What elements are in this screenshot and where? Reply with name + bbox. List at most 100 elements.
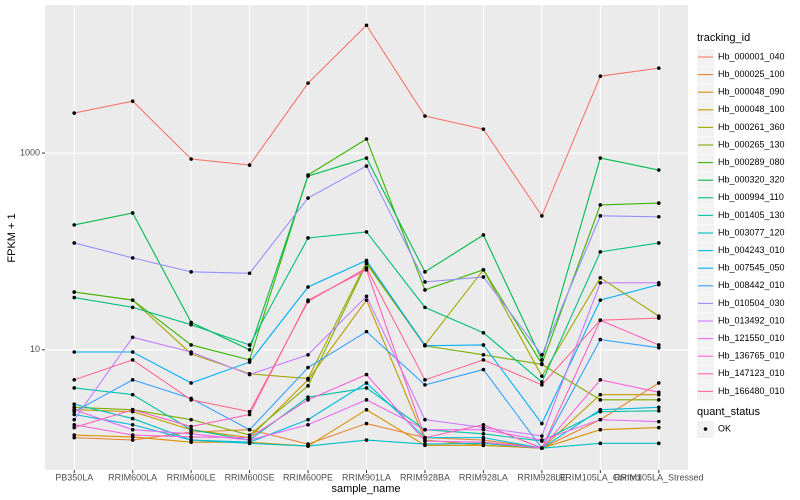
- data-point: [656, 241, 661, 245]
- legend-title: tracking_id: [697, 32, 750, 44]
- data-point: [540, 374, 544, 378]
- x-tick-label: RRIM600LA: [108, 472, 157, 482]
- data-point: [423, 435, 427, 440]
- data-point: [189, 435, 193, 439]
- data-point: [481, 352, 486, 357]
- data-point: [656, 214, 661, 219]
- data-point: [130, 99, 135, 103]
- data-point: [656, 280, 661, 285]
- legend-label: Hb_001405_130: [718, 210, 785, 220]
- data-point: [656, 316, 661, 320]
- data-point: [72, 433, 77, 437]
- data-point: [130, 305, 135, 310]
- data-point: [481, 233, 486, 237]
- data-point: [481, 127, 486, 131]
- data-point: [72, 402, 77, 406]
- y-axis-title: FPKM + 1: [6, 213, 18, 262]
- data-point: [130, 256, 135, 260]
- data-point: [364, 137, 369, 141]
- data-point: [247, 360, 252, 364]
- data-point: [364, 398, 369, 402]
- data-point: [656, 201, 661, 205]
- data-point: [130, 427, 135, 432]
- data-point: [598, 203, 603, 207]
- data-point: [247, 271, 252, 276]
- data-point: [481, 422, 486, 427]
- legend-label: Hb_000025_100: [718, 69, 785, 79]
- data-point: [189, 270, 193, 274]
- data-point: [247, 372, 252, 377]
- data-point: [72, 350, 77, 354]
- data-point: [72, 425, 77, 430]
- data-point: [598, 337, 603, 342]
- point-legend-label: OK: [718, 423, 731, 433]
- data-point: [656, 343, 661, 347]
- data-point: [364, 23, 369, 28]
- data-point: [598, 407, 603, 412]
- data-point: [247, 343, 252, 347]
- data-point: [540, 446, 544, 450]
- legend-label: Hb_000994_110: [718, 192, 784, 202]
- data-point: [364, 298, 369, 302]
- data-point: [130, 422, 135, 427]
- data-point: [306, 352, 310, 357]
- data-point: [364, 261, 369, 266]
- data-point: [189, 427, 193, 432]
- legend-label: Hb_000320_320: [718, 175, 785, 185]
- data-point: [72, 412, 77, 417]
- data-point: [306, 299, 310, 304]
- data-point: [364, 230, 369, 234]
- data-point: [598, 214, 603, 218]
- data-point: [189, 381, 193, 385]
- data-point: [189, 350, 193, 354]
- data-point: [130, 433, 135, 437]
- data-point: [72, 422, 77, 427]
- data-point: [130, 211, 135, 215]
- data-point: [598, 398, 603, 402]
- data-point: [481, 435, 486, 440]
- data-point: [540, 434, 544, 438]
- data-point: [598, 318, 603, 322]
- legend-label: Hb_000048_090: [718, 87, 785, 97]
- data-point: [423, 288, 427, 292]
- data-point: [247, 412, 252, 417]
- data-point: [598, 156, 603, 160]
- data-point: [130, 438, 135, 442]
- data-point: [423, 343, 427, 348]
- legend-label: Hb_166480_010: [718, 386, 785, 396]
- data-point: [423, 383, 427, 387]
- point-legend-title: quant_status: [697, 406, 760, 418]
- x-axis-title: sample_name: [331, 483, 400, 495]
- data-point: [364, 329, 369, 334]
- data-point: [364, 266, 369, 270]
- data-point: [364, 164, 369, 168]
- x-tick-label: RRIM928LA: [459, 472, 508, 482]
- data-point: [540, 421, 544, 426]
- data-point: [656, 398, 661, 402]
- legend-label: Hb_000289_080: [718, 157, 785, 167]
- data-point: [306, 417, 310, 422]
- data-point: [364, 438, 369, 442]
- y-tick-label: 1000: [20, 147, 40, 157]
- data-point: [306, 422, 310, 427]
- x-tick-label: RRIM105LA_Control: [559, 472, 642, 482]
- data-point: [540, 352, 544, 357]
- data-point: [130, 378, 135, 382]
- data-point: [247, 427, 252, 432]
- point-legend-swatch: [703, 427, 708, 431]
- data-point: [598, 280, 603, 285]
- legend-label: Hb_000261_360: [718, 122, 785, 132]
- data-point: [656, 345, 661, 350]
- data-point: [481, 343, 486, 347]
- data-point: [598, 378, 603, 382]
- data-point: [598, 298, 603, 302]
- data-point: [656, 66, 661, 70]
- data-point: [247, 409, 252, 414]
- data-point: [189, 157, 193, 161]
- data-point: [72, 223, 77, 227]
- data-point: [189, 398, 193, 402]
- data-point: [423, 442, 427, 446]
- data-point: [130, 335, 135, 340]
- data-point: [656, 381, 661, 385]
